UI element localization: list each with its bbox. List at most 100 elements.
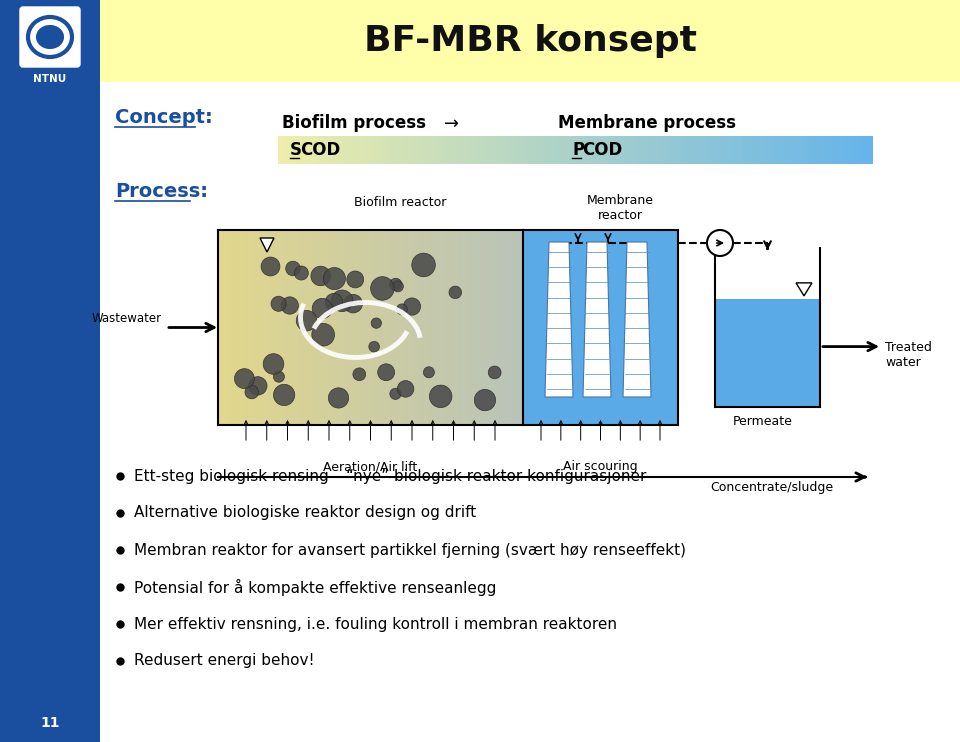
- Text: Air scouring: Air scouring: [564, 460, 637, 473]
- Bar: [495, 136, 502, 164]
- Bar: [283, 136, 289, 164]
- Bar: [382, 136, 388, 164]
- Bar: [536, 136, 541, 164]
- Bar: [336, 230, 342, 425]
- Bar: [669, 136, 675, 164]
- Bar: [413, 230, 418, 425]
- Circle shape: [286, 261, 300, 276]
- Bar: [454, 230, 460, 425]
- Bar: [328, 230, 334, 425]
- Bar: [456, 136, 462, 164]
- Polygon shape: [796, 283, 812, 296]
- Bar: [446, 230, 452, 425]
- Circle shape: [312, 298, 332, 318]
- Bar: [344, 230, 349, 425]
- Circle shape: [263, 354, 284, 374]
- Bar: [394, 230, 398, 425]
- Bar: [226, 230, 231, 425]
- Bar: [511, 136, 516, 164]
- Bar: [309, 230, 315, 425]
- Bar: [600, 136, 606, 164]
- Bar: [421, 136, 427, 164]
- Bar: [283, 230, 288, 425]
- Bar: [639, 136, 645, 164]
- Bar: [635, 136, 640, 164]
- Bar: [605, 136, 611, 164]
- Circle shape: [423, 367, 435, 378]
- Bar: [382, 230, 387, 425]
- Bar: [516, 136, 521, 164]
- Bar: [362, 136, 368, 164]
- Circle shape: [429, 385, 452, 407]
- Circle shape: [271, 296, 286, 312]
- Circle shape: [707, 230, 733, 256]
- Bar: [332, 136, 338, 164]
- Circle shape: [245, 385, 258, 399]
- Bar: [570, 136, 576, 164]
- Text: BF-MBR konsept: BF-MBR konsept: [364, 24, 697, 58]
- Bar: [575, 136, 581, 164]
- Circle shape: [328, 388, 348, 408]
- Bar: [396, 136, 403, 164]
- Bar: [252, 230, 257, 425]
- Bar: [100, 0, 960, 82]
- Circle shape: [369, 341, 379, 352]
- Bar: [439, 230, 444, 425]
- Circle shape: [344, 295, 363, 313]
- Bar: [405, 230, 410, 425]
- Bar: [229, 230, 235, 425]
- Bar: [426, 136, 432, 164]
- Bar: [431, 230, 437, 425]
- Bar: [443, 230, 448, 425]
- Circle shape: [312, 324, 334, 346]
- Bar: [852, 136, 858, 164]
- Bar: [713, 136, 720, 164]
- Bar: [481, 230, 487, 425]
- Ellipse shape: [28, 17, 72, 57]
- Bar: [684, 136, 690, 164]
- Bar: [689, 136, 695, 164]
- Text: Mer effektiv rensning, i.e. fouling kontroll i membran reaktoren: Mer effektiv rensning, i.e. fouling kont…: [134, 617, 617, 631]
- Text: Membrane
reactor: Membrane reactor: [587, 194, 654, 222]
- Bar: [268, 230, 273, 425]
- Bar: [348, 136, 353, 164]
- Bar: [442, 136, 447, 164]
- Bar: [473, 230, 479, 425]
- Bar: [327, 136, 333, 164]
- Bar: [589, 136, 596, 164]
- Bar: [679, 136, 684, 164]
- Text: Aeration/Air lift: Aeration/Air lift: [324, 460, 418, 473]
- Circle shape: [261, 257, 280, 276]
- Bar: [694, 136, 700, 164]
- Bar: [467, 136, 472, 164]
- Bar: [305, 230, 311, 425]
- Bar: [803, 136, 808, 164]
- Bar: [715, 299, 820, 407]
- Bar: [450, 230, 456, 425]
- Bar: [485, 230, 491, 425]
- Bar: [783, 136, 789, 164]
- Circle shape: [396, 304, 407, 315]
- Bar: [610, 136, 615, 164]
- Bar: [318, 136, 324, 164]
- Circle shape: [449, 286, 462, 298]
- Bar: [664, 136, 670, 164]
- Bar: [348, 230, 353, 425]
- Bar: [245, 230, 250, 425]
- Ellipse shape: [37, 26, 63, 48]
- Bar: [491, 136, 497, 164]
- Bar: [276, 230, 280, 425]
- Bar: [343, 136, 348, 164]
- Text: 11: 11: [40, 716, 60, 730]
- Text: →: →: [444, 115, 459, 133]
- Bar: [321, 230, 326, 425]
- Bar: [773, 136, 779, 164]
- Bar: [828, 136, 833, 164]
- Text: Concentrate/sludge: Concentrate/sludge: [710, 481, 833, 494]
- Bar: [340, 230, 346, 425]
- Bar: [724, 136, 730, 164]
- Circle shape: [390, 278, 401, 290]
- Bar: [654, 136, 660, 164]
- FancyBboxPatch shape: [20, 7, 80, 67]
- Bar: [371, 230, 375, 425]
